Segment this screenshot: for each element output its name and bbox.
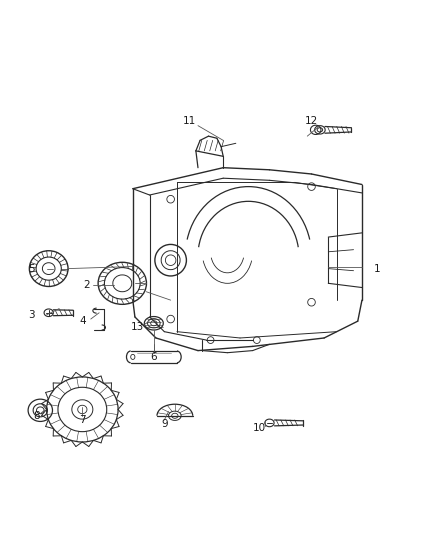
Text: 1: 1 [373, 264, 380, 273]
Text: 7: 7 [79, 415, 86, 425]
Text: 5: 5 [28, 264, 35, 273]
Text: 8: 8 [33, 411, 39, 421]
Text: 6: 6 [151, 352, 157, 362]
Text: 10: 10 [252, 423, 265, 433]
Text: 11: 11 [183, 116, 196, 126]
Text: 12: 12 [305, 116, 318, 126]
Text: 13: 13 [131, 322, 144, 333]
Text: 4: 4 [79, 316, 86, 326]
Text: 3: 3 [28, 310, 35, 320]
Text: 9: 9 [161, 419, 168, 429]
Text: 2: 2 [83, 280, 90, 290]
